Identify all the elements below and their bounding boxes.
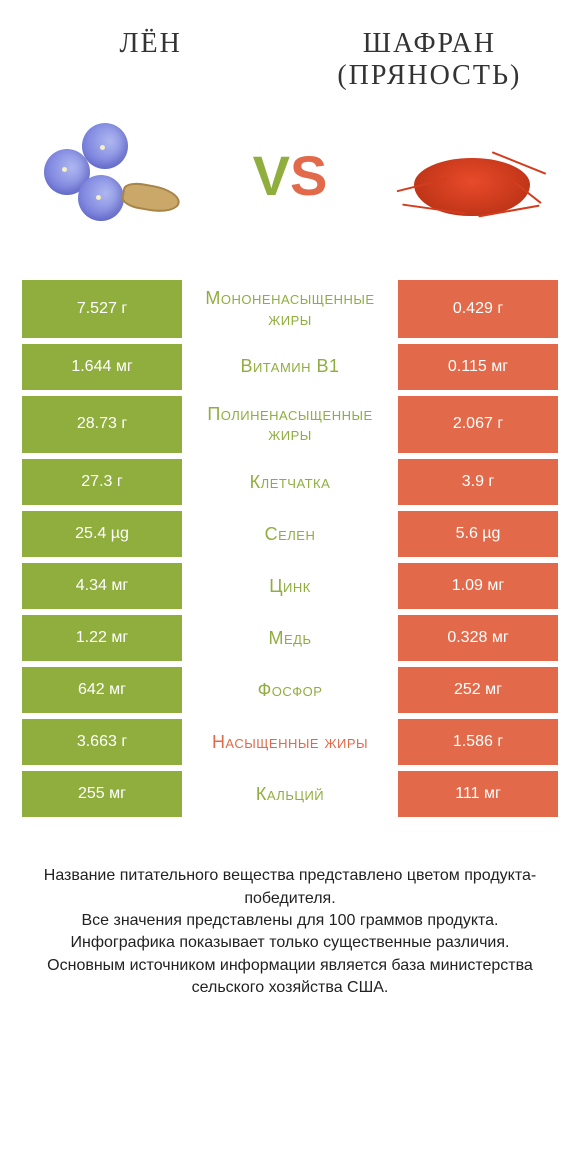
vs-label: VS: [253, 143, 328, 208]
table-row: 3.663 гНасыщенные жиры1.586 г: [22, 719, 558, 765]
comparison-table: 7.527 гМононенасыщенные жиры0.429 г 1.644…: [22, 280, 558, 817]
left-value: 25.4 µg: [22, 511, 182, 557]
left-value: 4.34 мг: [22, 563, 182, 609]
table-row: 642 мгФосфор252 мг: [22, 667, 558, 713]
footnote-line: Основным источником информации является …: [28, 955, 552, 1000]
flax-image: [30, 110, 190, 240]
titles-row: ЛЁН ШАФРАН (ПРЯНОСТЬ): [22, 28, 558, 92]
right-value: 3.9 г: [398, 459, 558, 505]
right-value: 252 мг: [398, 667, 558, 713]
flax-flowers-icon: [30, 115, 190, 235]
left-value: 27.3 г: [22, 459, 182, 505]
nutrient-label: Полиненасыщенные жиры: [182, 396, 398, 453]
nutrient-label: Цинк: [182, 563, 398, 609]
nutrient-label: Медь: [182, 615, 398, 661]
table-row: 7.527 гМононенасыщенные жиры0.429 г: [22, 280, 558, 337]
right-value: 111 мг: [398, 771, 558, 817]
left-title: ЛЁН: [22, 28, 279, 60]
images-row: VS: [22, 110, 558, 240]
nutrient-label: Фосфор: [182, 667, 398, 713]
right-value: 0.115 мг: [398, 344, 558, 390]
left-value: 7.527 г: [22, 280, 182, 337]
table-row: 25.4 µgСелен5.6 µg: [22, 511, 558, 557]
nutrient-label: Кальций: [182, 771, 398, 817]
right-value: 0.429 г: [398, 280, 558, 337]
table-row: 1.22 мгМедь0.328 мг: [22, 615, 558, 661]
nutrient-label: Клетчатка: [182, 459, 398, 505]
left-value: 642 мг: [22, 667, 182, 713]
footnote-line: Название питательного вещества представл…: [28, 865, 552, 910]
left-value: 1.22 мг: [22, 615, 182, 661]
right-title: ШАФРАН (ПРЯНОСТЬ): [301, 28, 558, 92]
nutrient-label: Мононенасыщенные жиры: [182, 280, 398, 337]
saffron-threads-icon: [390, 120, 550, 230]
nutrient-label: Насыщенные жиры: [182, 719, 398, 765]
vs-s: S: [290, 144, 327, 207]
footnote-line: Все значения представлены для 100 граммо…: [28, 910, 552, 932]
right-value: 1.09 мг: [398, 563, 558, 609]
saffron-image: [390, 110, 550, 240]
left-value: 3.663 г: [22, 719, 182, 765]
nutrient-label: Витамин B1: [182, 344, 398, 390]
footnote-line: Инфографика показывает только существенн…: [28, 932, 552, 954]
right-value: 2.067 г: [398, 396, 558, 453]
table-row: 255 мгКальций111 мг: [22, 771, 558, 817]
table-row: 1.644 мгВитамин B10.115 мг: [22, 344, 558, 390]
infographic: ЛЁН ШАФРАН (ПРЯНОСТЬ) VS: [0, 0, 580, 1039]
right-value: 5.6 µg: [398, 511, 558, 557]
left-value: 28.73 г: [22, 396, 182, 453]
right-value: 1.586 г: [398, 719, 558, 765]
table-row: 27.3 гКлетчатка3.9 г: [22, 459, 558, 505]
footnote: Название питательного вещества представл…: [22, 865, 558, 999]
vs-v: V: [253, 144, 290, 207]
nutrient-label: Селен: [182, 511, 398, 557]
table-row: 4.34 мгЦинк1.09 мг: [22, 563, 558, 609]
left-value: 255 мг: [22, 771, 182, 817]
right-value: 0.328 мг: [398, 615, 558, 661]
left-value: 1.644 мг: [22, 344, 182, 390]
table-row: 28.73 гПолиненасыщенные жиры2.067 г: [22, 396, 558, 453]
